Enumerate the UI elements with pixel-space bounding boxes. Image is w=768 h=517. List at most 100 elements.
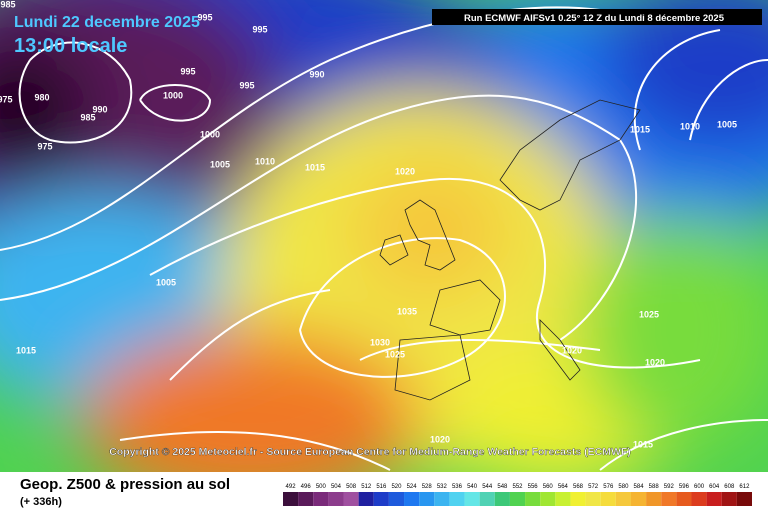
scale-label: 608 [724,484,735,490]
run-info: Run ECMWF AIFSv1 0.25° 12 Z du Lundi 8 d… [464,13,725,24]
scale-label: 536 [452,484,463,490]
isobar-label: 1000 [163,90,183,100]
color-swatch [298,492,314,506]
scale-label: 524 [407,484,418,490]
scale-label: 548 [497,484,508,490]
color-swatch [676,492,692,506]
color-scale: 492 496 500 504 508 512 516 520 524 528 532 536 540 5… [283,484,752,506]
isobar-label: 1005 [717,119,737,129]
color-swatch [600,492,616,506]
isobar-label: 1005 [210,159,230,169]
color-swatch [721,492,737,506]
color-swatch [494,492,510,506]
color-swatch [736,492,752,506]
scale-label: 604 [709,484,720,490]
color-swatch [646,492,662,506]
color-swatch [313,492,329,506]
isobar-label: 1030 [370,337,390,347]
scale-label: 580 [618,484,629,490]
color-swatch [449,492,465,506]
legend-title: Geop. Z500 & pression au sol [20,476,230,493]
scale-label: 500 [316,484,327,490]
color-swatch [585,492,601,506]
isobar-label: 1005 [156,277,176,287]
scale-label: 568 [573,484,584,490]
color-swatch [328,492,344,506]
color-swatch [358,492,374,506]
scale-label: 552 [512,484,523,490]
isobar-label: 980 [34,92,49,102]
scale-label: 576 [603,484,614,490]
isobar-label: 975 [37,141,52,151]
scale-label: 492 [286,484,297,490]
color-swatch [555,492,571,506]
scale-label: 544 [482,484,493,490]
scale-label: 600 [694,484,705,490]
isobar-label: 1020 [430,434,450,444]
isobar-label: 985 [80,112,95,122]
scale-label: 520 [391,484,402,490]
scale-label: 504 [331,484,342,490]
isobar-labels: 9859959959809759859901000995995990975100… [0,0,737,449]
isobar-label: 1000 [200,129,220,139]
forecast-date: Lundi 22 decembre 2025 [14,14,200,31]
color-swatch [540,492,556,506]
color-swatch [630,492,647,506]
color-swatch [691,492,707,506]
legend-subtitle: (+ 336h) [20,496,62,508]
color-swatch [479,492,495,506]
isobar-label: 1010 [680,121,700,131]
isobar-label: 1015 [305,162,325,172]
scale-label: 584 [634,484,645,490]
copyright: Copyright © 2025 Meteociel.fr - Source E… [109,446,631,458]
color-swatch [525,492,541,506]
scale-label: 572 [588,484,599,490]
scale-label: 496 [301,484,312,490]
isobar-label: 975 [0,94,13,104]
color-swatch [419,492,435,506]
isobar-label: 1035 [397,306,417,316]
scale-label: 528 [422,484,433,490]
color-swatch [434,492,450,506]
isobar-label: 1015 [630,124,650,134]
scale-label: 512 [361,484,372,490]
isobar-label: 1020 [395,166,415,176]
isobar-label: 1015 [633,439,653,449]
color-swatch [509,492,526,506]
color-swatch [706,492,722,506]
isobar-label: 1025 [639,309,659,319]
scale-label: 592 [664,484,675,490]
scale-label: 508 [346,484,357,490]
color-swatch [464,492,480,506]
color-swatch [388,492,405,506]
color-swatch [615,492,631,506]
color-swatch [404,492,420,506]
color-swatch [283,492,299,506]
color-swatch [570,492,586,506]
isobar-label: 995 [197,12,212,22]
run-banner [432,9,762,25]
isobar-label: 1015 [16,345,36,355]
isobar-label: 1020 [562,345,582,355]
isobar-label: 995 [180,66,195,76]
scale-label: 540 [467,484,478,490]
scale-label: 516 [376,484,387,490]
isobar-label: 995 [239,80,254,90]
scale-label: 596 [679,484,690,490]
scale-label: 532 [437,484,448,490]
scale-label: 556 [528,484,539,490]
isobar-label: 990 [309,69,324,79]
color-swatch [661,492,677,506]
color-swatch [373,492,389,506]
scale-label: 560 [543,484,554,490]
color-swatch [343,492,359,506]
scale-label: 612 [739,484,750,490]
scale-label: 564 [558,484,569,490]
isobar-label: 1010 [255,156,275,166]
isobar-label: 1025 [385,349,405,359]
isobar-label: 985 [0,0,15,9]
forecast-time: 13:00 locale [14,35,127,57]
